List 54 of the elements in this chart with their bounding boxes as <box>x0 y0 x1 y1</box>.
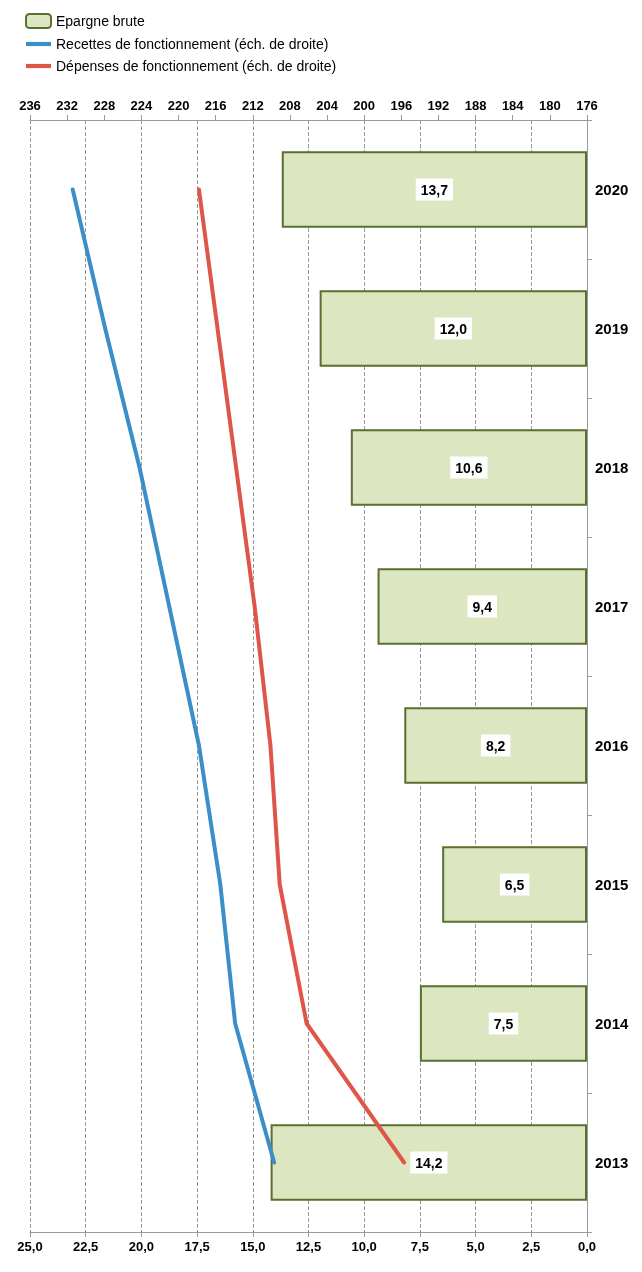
data-label: 10,6 <box>455 459 483 476</box>
x-tick-label: 20,0 <box>128 1239 155 1254</box>
x2-tick-label: 196 <box>390 98 413 113</box>
data-label: 13,7 <box>420 181 449 198</box>
data-label: 12,0 <box>439 320 468 337</box>
x2-tick-label: 192 <box>427 98 450 113</box>
x-tick-label: 25,0 <box>17 1239 43 1254</box>
legend-label: Dépenses de fonctionnement (éch. de droite) <box>56 58 337 74</box>
x-tick-label: 0,0 <box>577 1239 597 1254</box>
x2-tick-label: 208 <box>279 98 301 113</box>
y-tick-label: 2020 <box>595 181 629 198</box>
x2-tick-label: 180 <box>539 98 561 113</box>
bar <box>281 151 587 228</box>
bar <box>419 985 587 1062</box>
data-label: 8,2 <box>485 737 506 754</box>
x2-tick-label: 232 <box>56 98 78 113</box>
data-label: 14,2 <box>415 1154 443 1171</box>
data-label: 6,5 <box>504 876 525 893</box>
x2-tick-label: 184 <box>501 98 525 113</box>
x-tick-label: 15,0 <box>240 1239 266 1254</box>
x-tick-label: 12,5 <box>295 1239 322 1254</box>
x-tick-label: 17,5 <box>184 1239 210 1254</box>
x2-tick-label: 236 <box>19 98 41 113</box>
bar <box>377 568 587 645</box>
bar <box>404 707 587 784</box>
bar <box>442 846 587 923</box>
y-tick-label: 2017 <box>595 598 629 615</box>
y-tick-label: 2015 <box>595 876 629 893</box>
x2-tick-label: 200 <box>353 98 376 113</box>
y-tick-label: 2013 <box>595 1154 629 1171</box>
x-tick-label: 5,0 <box>466 1239 485 1254</box>
legend-label: Recettes de fonctionnement (éch. de droite) <box>56 36 329 52</box>
x2-tick-label: 228 <box>93 98 116 113</box>
bar <box>270 1124 587 1201</box>
x2-tick-label: 176 <box>576 98 598 113</box>
y-tick-label: 2016 <box>595 737 629 754</box>
x-tick-label: 7,5 <box>410 1239 429 1254</box>
x2-tick-label: 216 <box>204 98 227 113</box>
bar <box>319 290 587 367</box>
y-tick-label: 2014 <box>595 1015 630 1032</box>
x-tick-label: 22,5 <box>73 1239 99 1254</box>
x2-tick-label: 188 <box>464 98 487 113</box>
x-tick-label: 10,0 <box>351 1239 377 1254</box>
y-tick-label: 2019 <box>595 320 629 337</box>
x2-tick-label: 204 <box>316 98 339 113</box>
x2-tick-label: 220 <box>167 98 190 113</box>
data-label: 7,5 <box>493 1015 514 1032</box>
x2-tick-label: 224 <box>130 98 154 113</box>
y-tick-label: 2018 <box>595 459 629 476</box>
x2-tick-label: 212 <box>241 98 264 113</box>
bar <box>350 429 587 506</box>
legend-label: Epargne brute <box>56 13 145 29</box>
x-tick-label: 2,5 <box>522 1239 541 1254</box>
data-label: 9,4 <box>472 598 493 615</box>
